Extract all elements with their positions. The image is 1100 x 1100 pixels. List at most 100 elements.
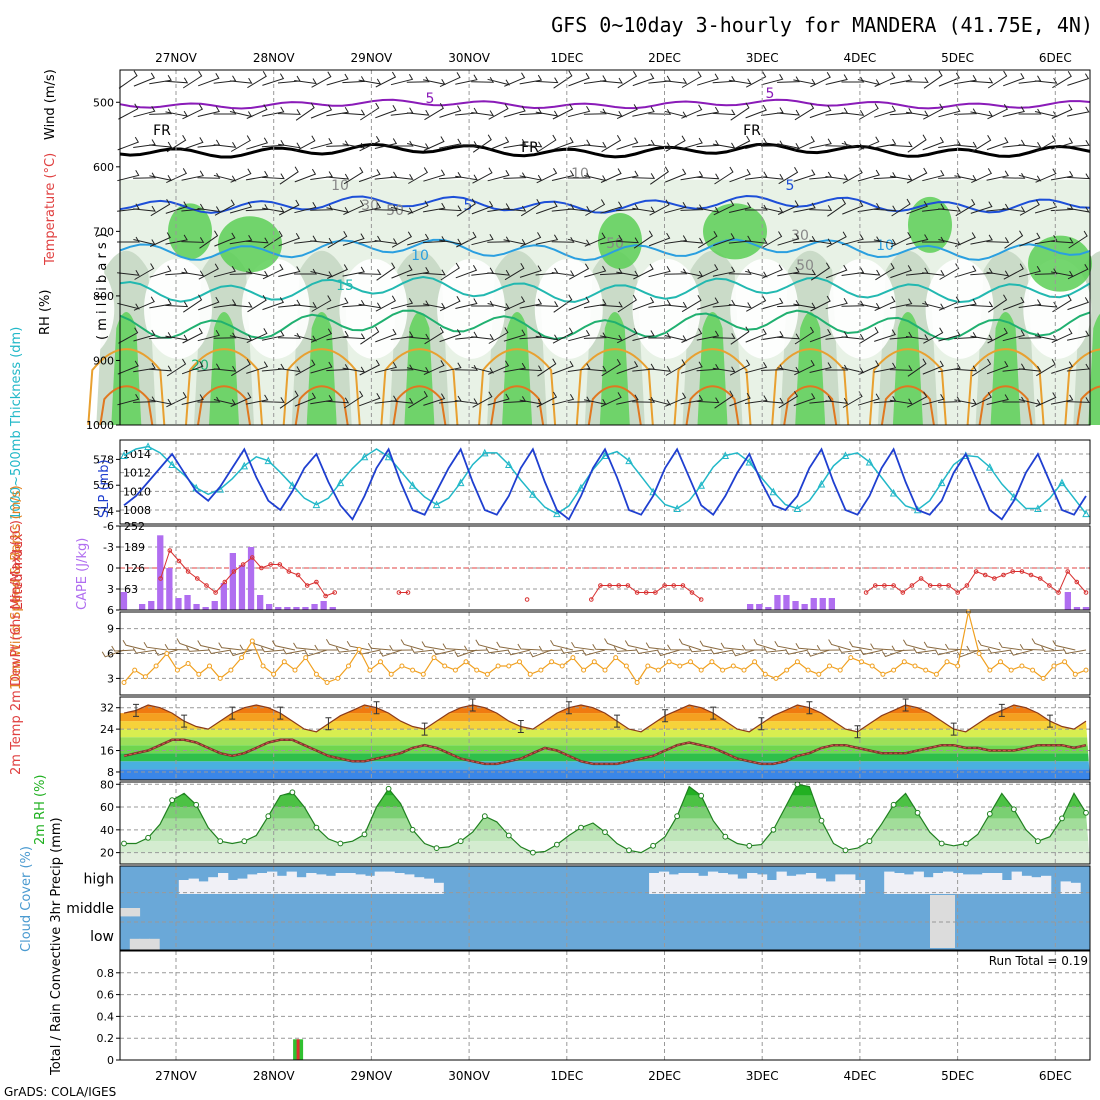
isotherm-25-arc (380, 348, 459, 426)
wind-barb (310, 361, 333, 374)
wind10m-barb (741, 644, 766, 651)
top-date-label: 3DEC (746, 51, 779, 65)
wind10m-barb (998, 641, 1022, 651)
wind-barb (938, 296, 960, 311)
slp-tick-label: 1008 (123, 504, 151, 517)
wind-barb (149, 75, 172, 85)
wind10m-point (827, 663, 832, 669)
wind-barb (310, 137, 333, 150)
wind-barb (197, 396, 221, 403)
wind-barb (503, 172, 527, 179)
wind-barb (632, 330, 655, 341)
li-point (222, 579, 228, 585)
cloud-high-clear (717, 873, 728, 894)
wind10m-barb (923, 641, 948, 651)
isotherm-30-arc (978, 385, 1033, 426)
wind-barb (439, 238, 462, 245)
wind10m-barb (1009, 649, 1033, 656)
wind10m-point (955, 663, 961, 669)
wind-barb (439, 105, 462, 118)
rh2m-point (361, 831, 368, 838)
bottom-date-label: 3DEC (746, 1069, 779, 1083)
isotherm-25-arc (575, 348, 654, 426)
rh2m-point (530, 849, 536, 856)
wind-barb (408, 167, 428, 184)
wind-barb (456, 198, 476, 217)
thickness-point (120, 451, 128, 460)
cape-bar (747, 604, 754, 610)
cloud-mid-bar (129, 908, 141, 917)
wind10m-point (1072, 671, 1078, 677)
wind-barb (520, 198, 541, 217)
wind-barb (841, 267, 865, 276)
wind-barb (360, 102, 380, 121)
wind10m-point (484, 671, 490, 677)
top-date-label: 29NOV (351, 51, 393, 65)
rh2m-frame (119, 781, 1091, 865)
cloud-high-clear (796, 874, 807, 894)
wind-barb (681, 104, 703, 119)
wind-barb (487, 136, 510, 151)
wind-barb (134, 263, 155, 280)
wind-barb (488, 103, 509, 120)
wind-barb (858, 103, 879, 120)
thickness-point (601, 451, 609, 460)
wind-barb (118, 70, 138, 89)
wind-barb (503, 205, 527, 212)
thickness-point (240, 461, 249, 470)
wind-barb (793, 269, 817, 276)
wind-barb (535, 334, 559, 341)
pressure-tick-label: 600 (93, 161, 114, 174)
cloud-high-clear (835, 874, 846, 894)
cloud-high-clear (247, 874, 258, 894)
wind10m-barb (260, 646, 285, 653)
wind-barb (664, 301, 688, 308)
cloud-high-clear (943, 871, 954, 894)
wind-barb (327, 231, 348, 249)
wind-barb (277, 109, 301, 115)
isotherm-30-arc (587, 385, 642, 426)
wind-barb (809, 328, 832, 343)
wind-barb (535, 110, 559, 117)
cloud-high-clear (413, 877, 425, 894)
li-point (1001, 572, 1006, 578)
li-point (1047, 583, 1052, 588)
wind-barb (745, 361, 768, 374)
wind-barb (423, 202, 446, 213)
wind-barb (535, 301, 559, 307)
wind-barb (439, 329, 462, 343)
temp2m-tick-label: 24 (100, 723, 114, 736)
wind-barb (197, 172, 221, 179)
cloud-high-clear (756, 874, 768, 894)
wind10m-barb (774, 640, 798, 651)
cloud-high-clear (894, 873, 905, 894)
wind-barb (440, 262, 460, 281)
thickness-tick-label: 574 (93, 505, 114, 518)
cape-tick-label: 63 (124, 583, 138, 596)
wind-barb (857, 203, 881, 213)
rh2m-point (914, 809, 921, 816)
wind-barb (970, 334, 994, 341)
wind10m-barb (410, 647, 435, 653)
thickness-point (312, 500, 321, 509)
rh2m-point (169, 797, 176, 804)
wind-barb (165, 234, 188, 245)
wind10m-barb (816, 645, 841, 651)
wind10m-point (891, 667, 897, 673)
li-point (589, 597, 594, 602)
wind10m-barb (582, 649, 606, 656)
wind-barb (503, 105, 526, 118)
rh2m-tick-label: 40 (100, 824, 114, 837)
wind-barb (714, 390, 734, 409)
wind-barb (214, 199, 235, 216)
cape-label: CAPE (J/kg) (75, 538, 90, 610)
wind-barb (133, 172, 156, 179)
cloud-high-clear (227, 880, 239, 894)
temp2m-minmax-bar (710, 706, 717, 720)
wind-barb (616, 270, 639, 277)
temp2m-tick-label: 8 (107, 766, 114, 779)
thickness-point (985, 463, 994, 471)
contour-label: 10 (571, 166, 589, 182)
wind10m-point (260, 663, 266, 669)
wind10m-point (538, 667, 544, 673)
